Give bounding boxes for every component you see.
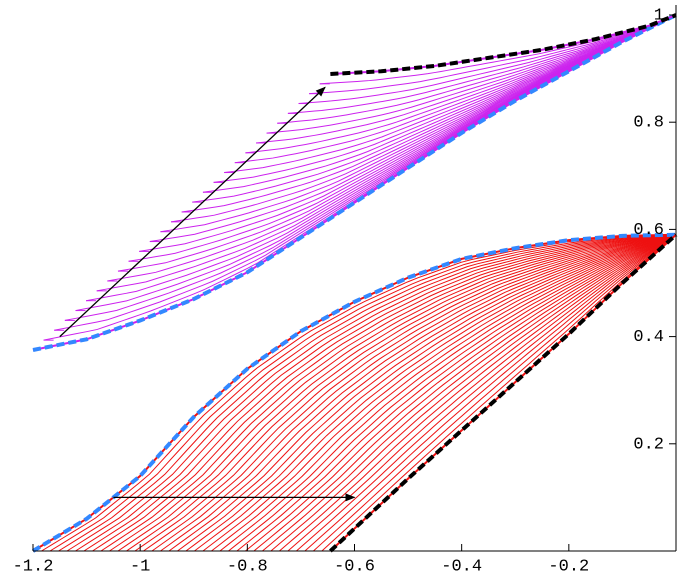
- family-curve: [253, 234, 677, 552]
- family-curve: [296, 234, 677, 552]
- family-curve: [100, 234, 677, 552]
- y-tick-label: 0.6: [633, 221, 664, 240]
- family-curve: [236, 234, 677, 552]
- family-curve: [287, 234, 677, 552]
- family-curve: [185, 234, 677, 552]
- family-curve: [266, 14, 677, 134]
- family-curve: [234, 14, 677, 164]
- family-curve: [117, 234, 677, 552]
- family-curve: [228, 234, 677, 552]
- start-boundary: [32, 13, 677, 352]
- y-tick-label: 1: [654, 6, 664, 25]
- x-tick-label: -0.4: [441, 557, 482, 576]
- family-curve: [219, 234, 677, 552]
- y-tick-label: 0.4: [633, 328, 664, 347]
- family-curve: [83, 234, 677, 552]
- arrow: [59, 86, 326, 338]
- family-curve: [304, 234, 677, 552]
- family-curve: [92, 234, 677, 552]
- x-tick-label: -0.2: [548, 557, 589, 576]
- family-curve: [143, 234, 677, 552]
- family-curve: [202, 234, 677, 552]
- family-curve: [287, 14, 677, 114]
- family-curve: [66, 234, 677, 552]
- family-curve: [194, 234, 677, 552]
- start-boundary: [31, 232, 677, 553]
- family-curve: [160, 234, 677, 552]
- family-curve: [245, 14, 677, 154]
- family-curve: [279, 234, 677, 552]
- family-curve: [41, 234, 677, 552]
- family-curve: [262, 234, 677, 552]
- family-curve: [277, 14, 677, 124]
- family-curve: [109, 234, 677, 552]
- y-tick-label: 0.2: [633, 435, 664, 454]
- family-curve: [126, 234, 677, 552]
- family-curve: [75, 234, 677, 552]
- family-curve: [211, 234, 677, 552]
- family-curve: [177, 234, 677, 552]
- y-tick-label: 0.8: [633, 114, 664, 133]
- family-curve: [309, 14, 677, 95]
- family-curve: [168, 234, 677, 552]
- end-boundary: [329, 233, 678, 553]
- family-curve: [313, 234, 677, 552]
- x-tick-label: -1: [130, 557, 150, 576]
- x-tick-label: -1.2: [13, 557, 54, 576]
- family-curve: [298, 14, 677, 105]
- end-curve: [330, 14, 677, 75]
- family-curve: [245, 234, 677, 552]
- family-curve: [224, 14, 677, 174]
- family-curve: [270, 234, 677, 552]
- family-curve: [58, 234, 677, 552]
- x-tick-label: -0.8: [227, 557, 268, 576]
- family-curve: [255, 14, 677, 144]
- family-curve: [134, 234, 677, 552]
- x-tick-label: -0.6: [334, 557, 375, 576]
- family-curve: [151, 234, 677, 552]
- family-curve: [49, 234, 677, 552]
- end-boundary: [330, 13, 677, 76]
